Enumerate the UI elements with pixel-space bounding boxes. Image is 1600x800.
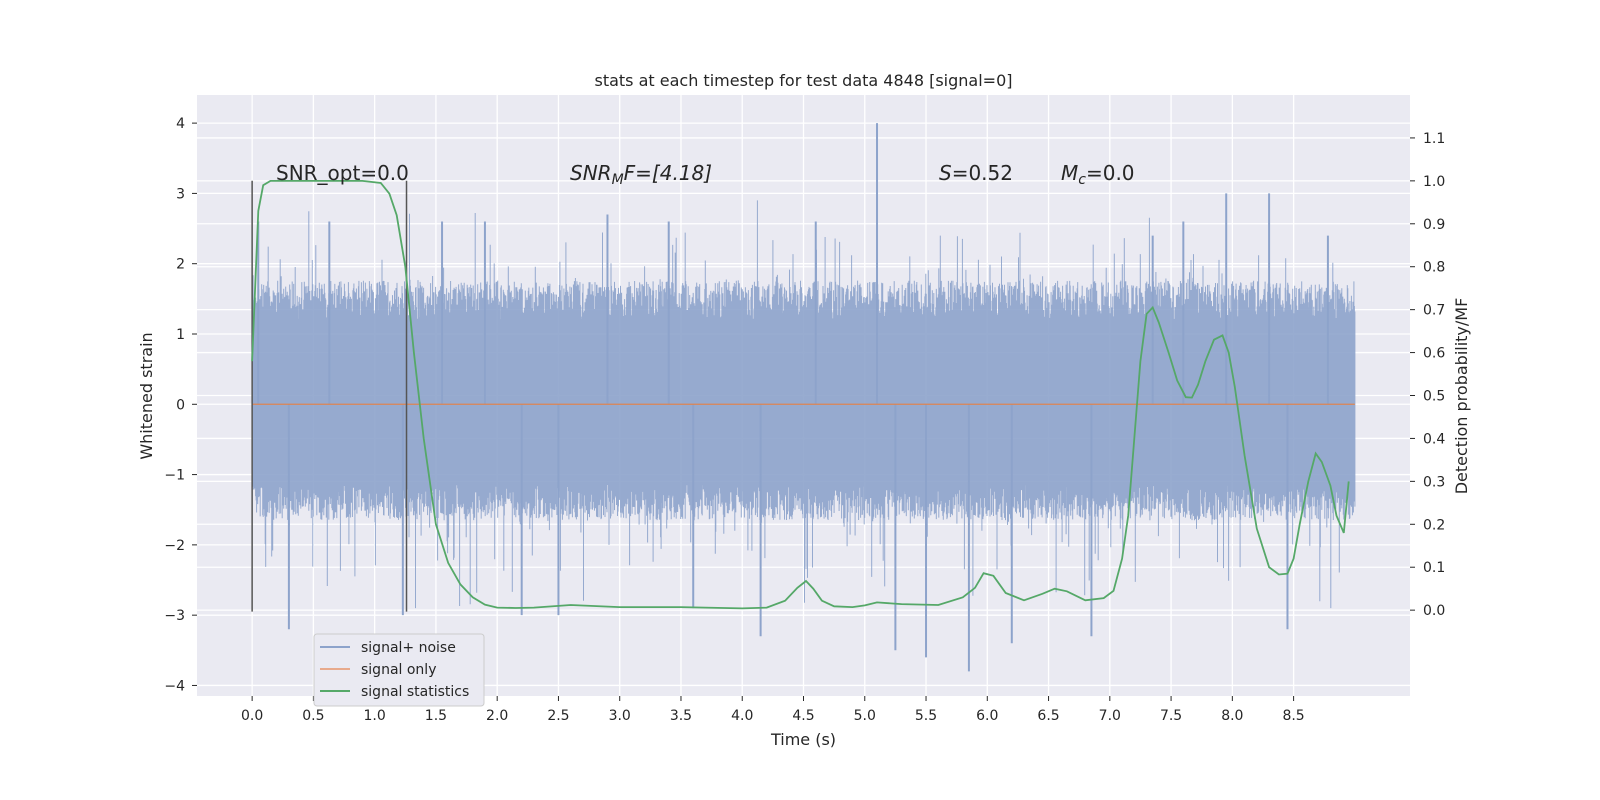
- y-right-tick-label: 0.2: [1423, 517, 1445, 533]
- annotation-snr-mf: SNRMF=[4.18]: [570, 161, 712, 188]
- y-right-tick-label: 0.6: [1423, 346, 1445, 362]
- x-tick-label: 6.5: [1037, 708, 1059, 724]
- y-left-tick-label: 0: [176, 397, 185, 413]
- mc-sub: c: [1078, 172, 1086, 188]
- y-right-tick-label: 0.4: [1423, 431, 1445, 447]
- x-tick-label: 4.5: [792, 708, 814, 724]
- y-right-tick-label: 0.1: [1423, 560, 1445, 576]
- series-signal-plus-noise: [251, 123, 1356, 672]
- legend-label-signal-statistics: signal statistics: [361, 684, 469, 700]
- y-axis-right-label: Detection probability/MF: [1452, 298, 1471, 495]
- x-tick-label: 8.5: [1282, 708, 1304, 724]
- y-right-tick-label: 0.5: [1423, 389, 1445, 405]
- x-tick-label: 8.0: [1221, 708, 1243, 724]
- snr-mf-main: SNR: [570, 161, 612, 185]
- x-tick-label: 4.0: [731, 708, 753, 724]
- y-right-tick-label: 1.0: [1423, 174, 1445, 190]
- chart-title: stats at each timestep for test data 484…: [594, 71, 1012, 90]
- s-label: S: [939, 161, 952, 185]
- x-tick-label: 2.5: [547, 708, 569, 724]
- y-left-tick-label: −2: [164, 538, 185, 554]
- y-left-tick-label: 4: [176, 116, 185, 132]
- mc-value: =0.0: [1086, 161, 1135, 185]
- x-tick-label: 5.0: [854, 708, 876, 724]
- annotation-snr-opt: SNR_opt=0.0: [276, 161, 409, 185]
- x-tick-label: 1.5: [425, 708, 447, 724]
- y-left-tick-label: 1: [176, 327, 185, 343]
- y-left-tick-label: 3: [176, 186, 185, 202]
- s-value: =0.52: [952, 161, 1013, 185]
- x-tick-label: 7.0: [1099, 708, 1121, 724]
- x-tick-label: 2.0: [486, 708, 508, 724]
- x-tick-label: 3.5: [670, 708, 692, 724]
- legend: signal+ noise signal only signal statist…: [313, 633, 485, 707]
- x-axis-ticks: 0.0 0.5 1.0 1.5 2.0 2.5 3.0 3.5 4.0 4.5 5.0 5.5 6.0 6…: [241, 696, 1305, 724]
- y-right-tick-label: 0.7: [1423, 303, 1445, 319]
- y-right-tick-label: 0.3: [1423, 474, 1445, 490]
- x-tick-label: 3.0: [609, 708, 631, 724]
- y-left-tick-label: −1: [164, 468, 185, 484]
- annotation-s: S=0.52: [939, 161, 1013, 185]
- y-axis-left-label: Whitened strain: [137, 332, 156, 459]
- mc-label: M: [1061, 161, 1078, 185]
- legend-box: [313, 633, 485, 707]
- legend-label-signal-only: signal only: [361, 662, 436, 678]
- y-left-tick-label: −3: [164, 608, 185, 624]
- annotation-mc: Mc=0.0: [1061, 161, 1135, 188]
- vertical-markers: [251, 180, 408, 612]
- x-tick-label: 7.5: [1160, 708, 1182, 724]
- legend-label-signal-plus-noise: signal+ noise: [361, 640, 456, 656]
- y-right-tick-label: 1.1: [1423, 131, 1445, 147]
- x-tick-label: 1.0: [364, 708, 386, 724]
- x-tick-label: 5.5: [915, 708, 937, 724]
- y-left-tick-label: 2: [176, 257, 185, 273]
- y-right-tick-label: 0.0: [1423, 603, 1445, 619]
- x-tick-label: 0.5: [302, 708, 324, 724]
- y-axis-left-ticks: 4 3 2 1 0 −1 −2 −3 −4: [164, 116, 197, 694]
- y-right-tick-label: 0.8: [1423, 260, 1445, 276]
- snr-mf-rest: F=[4.18]: [624, 161, 712, 185]
- series-signal-statistics: [251, 179, 1350, 610]
- snr-mf-sub: M: [612, 172, 624, 188]
- y-right-tick-label: 0.9: [1423, 217, 1445, 233]
- y-left-tick-label: −4: [164, 678, 185, 694]
- x-axis-label: Time (s): [770, 730, 836, 749]
- y-axis-right-ticks: 1.1 1.0 0.9 0.8 0.7 0.6 0.5 0.4 0.3 0.2 0.1 0.0: [1410, 131, 1445, 619]
- x-tick-label: 6.0: [976, 708, 998, 724]
- x-tick-label: 0.0: [241, 708, 263, 724]
